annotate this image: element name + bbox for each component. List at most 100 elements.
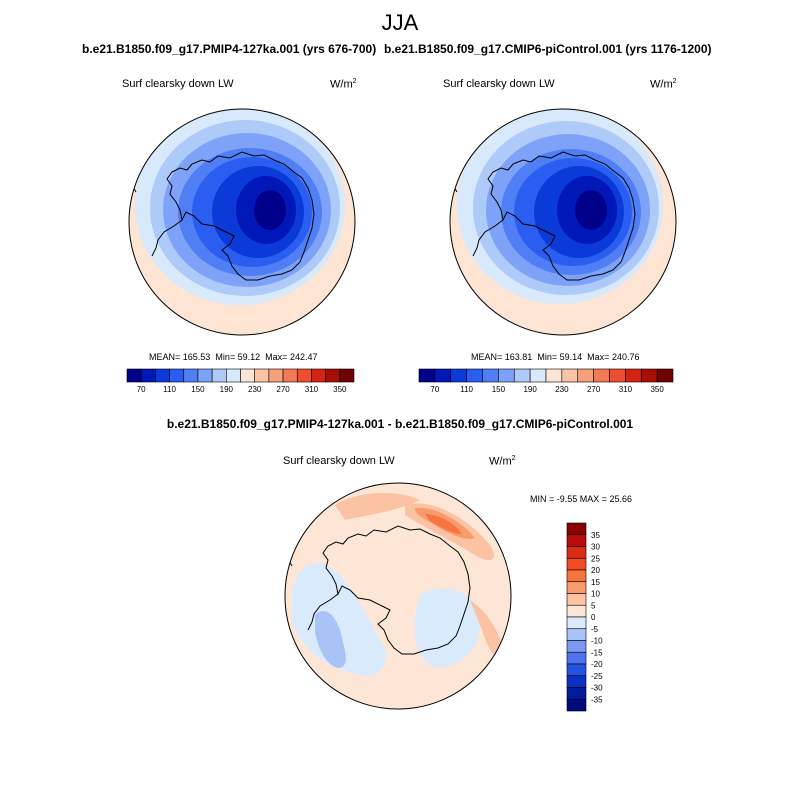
- panel2-case-title: b.e21.B1850.f09_g17.CMIP6-piControl.001 …: [384, 42, 712, 56]
- difference-field-negative-east: [414, 588, 481, 668]
- difference-title: b.e21.B1850.f09_g17.PMIP4-127ka.001 - b.…: [166, 417, 634, 431]
- panel1-map: [129, 109, 355, 335]
- panel1-colorbar: 70 110 150 190 230 270 310 350: [126, 368, 355, 394]
- panel2-map-border: [449, 108, 677, 336]
- panel2-colorbar-tick-label: 190: [523, 385, 537, 394]
- difference-units-exponent: 2: [511, 455, 516, 462]
- difference-field-positive-core: [425, 514, 462, 534]
- difference-colorbar-box: [566, 651, 587, 665]
- panel1-colorbar-box: [296, 368, 312, 383]
- difference-field-positive-north: [335, 493, 420, 520]
- panel2-max-value: 240.76: [611, 352, 640, 362]
- difference-colorbar-tick-label: -20: [591, 660, 603, 669]
- panel1-colorbar-tick-label: 310: [305, 385, 319, 394]
- difference-colorbar-tick-label: 35: [591, 531, 600, 540]
- difference-colorbar-box: [566, 604, 587, 618]
- difference-colorbar-tick-label: 20: [591, 566, 600, 575]
- panel2-colorbar-box: [577, 368, 594, 383]
- panel1-case-title: b.e21.B1850.f09_g17.PMIP4-127ka.001 (yrs…: [82, 42, 377, 56]
- panel1-colorbar-box: [169, 368, 185, 383]
- panel1-colorbar-tick-label: 190: [220, 385, 234, 394]
- panel2-colorbar: 70 110 150 190 230 270 310 350: [418, 368, 674, 394]
- difference-stats: MIN = -9.55 MAX = 25.66: [530, 494, 633, 504]
- panel2-colorbar-tick-label: 110: [460, 385, 473, 394]
- panel2-colorbar-tick-label: 270: [587, 385, 601, 394]
- panel1-colorbar-tick-label: 270: [276, 385, 290, 394]
- panel1-colorbar-tick-label: 110: [163, 385, 176, 394]
- panel1-colorbar-box: [268, 368, 284, 383]
- panel1-colorbar-box: [126, 368, 142, 383]
- difference-colorbar-tick-label: 5: [591, 601, 596, 610]
- difference-colorbar-tick-label: 0: [591, 613, 596, 622]
- panel2-colorbar-box: [656, 368, 674, 383]
- panel2-colorbar-tick-label: 150: [492, 385, 506, 394]
- panel1-colorbar-tick-label: 70: [137, 385, 146, 394]
- panel2-colorbar-box: [450, 368, 467, 383]
- panel1-min-label: Min=: [215, 352, 236, 362]
- difference-field-positive-east: [470, 600, 505, 659]
- difference-colorbar-box: [566, 698, 587, 712]
- panel1-max-label: Max=: [265, 352, 288, 362]
- panel2-mean-label: MEAN=: [471, 352, 503, 362]
- difference-units: W/m2: [489, 455, 516, 468]
- panel1-colorbar-tick-label: 150: [191, 385, 205, 394]
- panel1-field-core: [254, 190, 286, 230]
- difference-field-negative-core: [315, 610, 346, 668]
- panel2-mean-value: 163.81: [504, 352, 533, 362]
- panel1-colorbar-box: [240, 368, 255, 383]
- difference-colorbar-tick-label: -10: [591, 637, 603, 646]
- difference-colorbar-tick-label: 30: [591, 543, 600, 552]
- panel2-max-label: Max=: [587, 352, 610, 362]
- panel2-colorbar-box: [545, 368, 563, 383]
- panel1-colorbar-box: [254, 368, 270, 383]
- panel1-mean-label: MEAN=: [149, 352, 181, 362]
- difference-map-border: [284, 482, 512, 710]
- panel1-colorbar-box: [339, 368, 355, 383]
- panel2-colorbar-box: [418, 368, 436, 383]
- panel2-colorbar-tick-label: 70: [430, 385, 439, 394]
- difference-colorbar-box: [566, 675, 587, 688]
- panel2-colorbar-box: [466, 368, 483, 383]
- difference-colorbar-tick-label: 10: [591, 590, 600, 599]
- panel1-colorbar-box: [311, 368, 326, 383]
- difference-colorbar-box: [566, 593, 587, 606]
- difference-colorbar-tick-label: -25: [591, 672, 603, 681]
- figure-title: JJA: [381, 10, 419, 35]
- panel1-stats: MEAN= 165.53 Min= 59.12 Max= 242.47: [149, 352, 317, 362]
- panel2-colorbar-box: [513, 368, 531, 383]
- panel1-min-value: 59.12: [237, 352, 261, 362]
- panel2-min-label: Min=: [537, 352, 558, 362]
- panel2-units-exponent: 2: [672, 78, 677, 85]
- panel1-units: W/m2: [330, 78, 357, 91]
- panel1-colorbar-box: [282, 368, 298, 383]
- panel2-map: [450, 109, 676, 335]
- difference-colorbar: 35 30 25 20 15 10 5 0 -5 -10 -15 -20 -25 -30 -35: [566, 522, 603, 712]
- panel1-units-exponent: 2: [352, 78, 357, 85]
- panel1-colorbar-box: [183, 368, 199, 383]
- panel1-colorbar-box: [197, 368, 213, 383]
- panel2-colorbar-box: [640, 368, 658, 383]
- panel1-mean-value: 165.53: [182, 352, 211, 362]
- panel1-variable-label: Surf clearsky down LW: [122, 78, 234, 90]
- difference-colorbar-box: [566, 522, 587, 536]
- difference-colorbar-box: [566, 581, 587, 594]
- panel2-colorbar-box: [625, 368, 642, 383]
- difference-variable-label: Surf clearsky down LW: [283, 455, 395, 467]
- difference-colorbar-tick-label: -15: [591, 648, 603, 657]
- panel1-colorbar-box: [325, 368, 341, 383]
- panel2-colorbar-box: [609, 368, 626, 383]
- difference-units-base: W/m: [489, 455, 512, 468]
- panel1-colorbar-box: [155, 368, 170, 383]
- panel1-colorbar-tick-label: 350: [333, 385, 347, 394]
- difference-colorbar-box: [566, 663, 587, 677]
- panel1-max-value: 242.47: [289, 352, 318, 362]
- difference-colorbar-box: [566, 569, 587, 583]
- panel1-colorbar-tick-label: 230: [248, 385, 262, 394]
- difference-colorbar-box: [566, 628, 587, 641]
- difference-colorbar-tick-label: 25: [591, 554, 600, 563]
- panel2-variable-label: Surf clearsky down LW: [443, 78, 555, 90]
- panel1-colorbar-box: [226, 368, 241, 383]
- panel2-units: W/m2: [650, 78, 677, 91]
- difference-colorbar-box: [566, 616, 587, 630]
- panel1-colorbar-box: [140, 368, 156, 383]
